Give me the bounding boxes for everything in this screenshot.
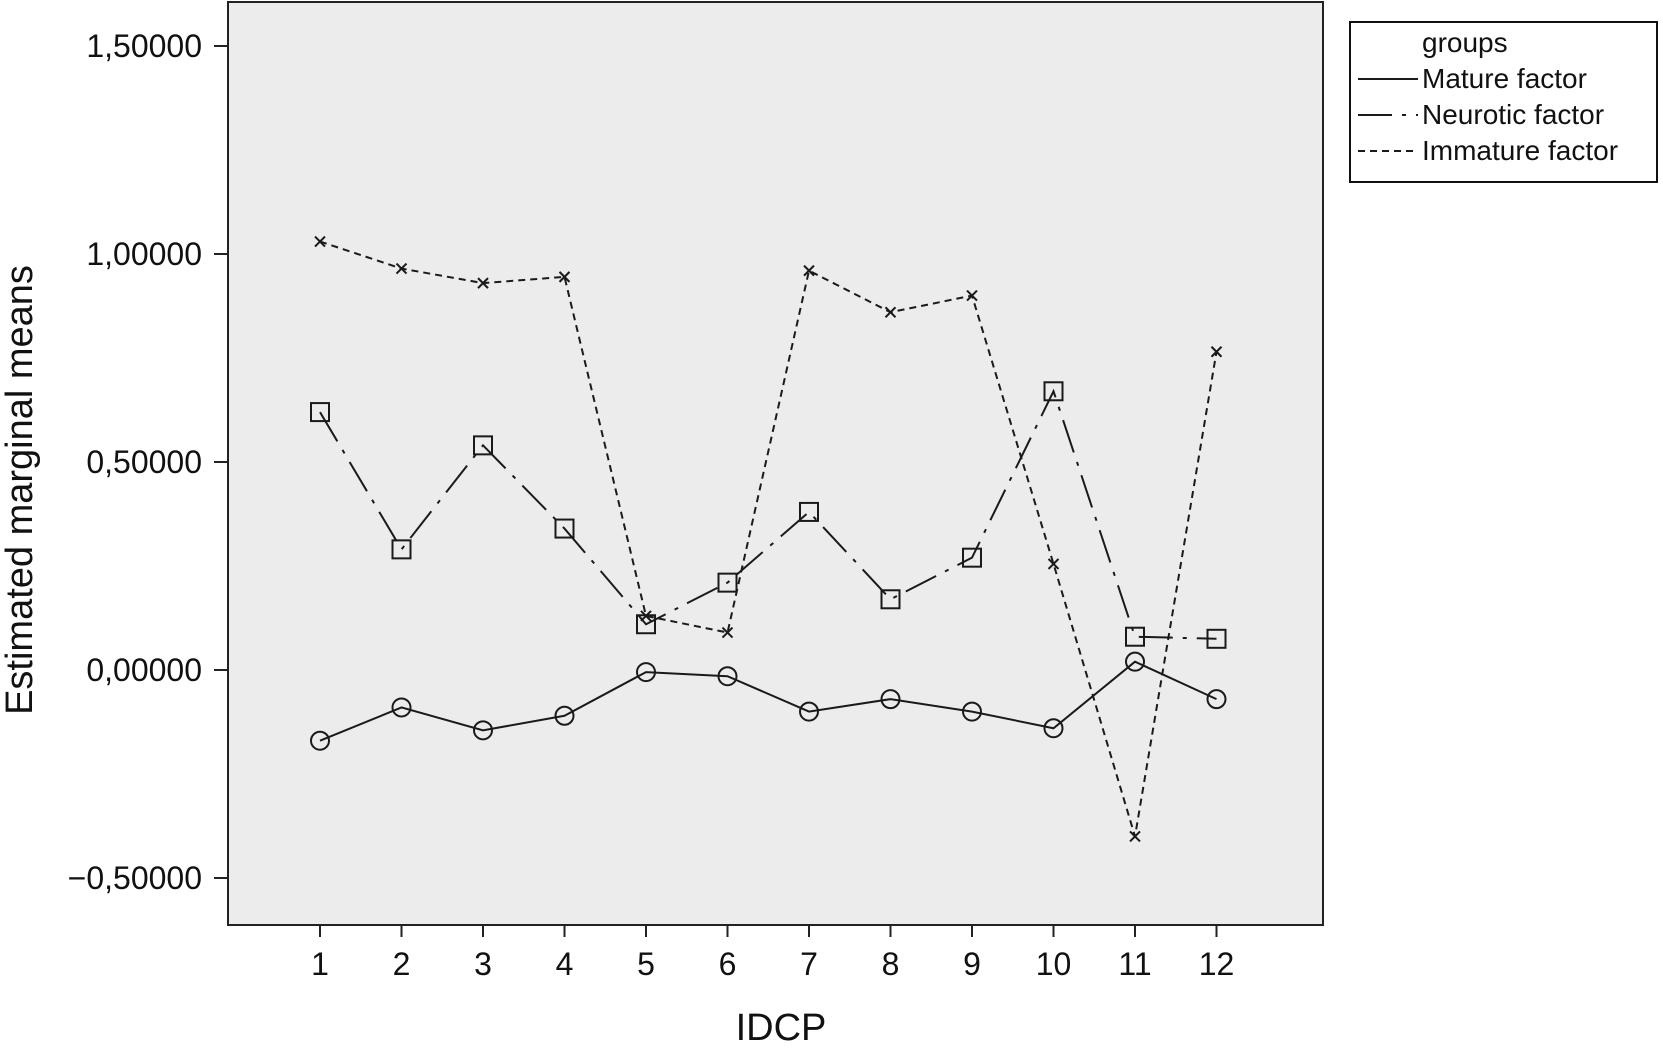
data-point-mature-factor bbox=[962, 701, 982, 722]
data-point-immature-factor bbox=[395, 262, 408, 275]
data-point-immature-factor bbox=[1129, 830, 1141, 843]
series-immature-factor bbox=[314, 235, 1223, 843]
data-point-immature-factor bbox=[966, 289, 978, 302]
series-layer bbox=[310, 235, 1227, 843]
data-point-neurotic-factor bbox=[717, 572, 738, 593]
x-axis: 1 2 3 4 5 6 7 8 9 10 11 12 bbox=[311, 925, 1234, 982]
data-point-immature-factor bbox=[314, 235, 326, 248]
data-point-neurotic-factor bbox=[799, 501, 819, 522]
data-point-immature-factor bbox=[884, 306, 897, 318]
x-tick-label: 11 bbox=[1118, 946, 1151, 982]
x-marker-stroke bbox=[966, 289, 978, 302]
data-point-immature-factor bbox=[558, 271, 571, 283]
legend-label-immature-factor: Immature factor bbox=[1422, 135, 1618, 166]
data-point-mature-factor bbox=[799, 701, 819, 722]
x-tick-label: 2 bbox=[393, 946, 411, 982]
x-marker-stroke bbox=[477, 277, 489, 289]
x-tick-label: 4 bbox=[556, 946, 574, 982]
data-point-mature-factor bbox=[636, 662, 656, 683]
data-point-mature-factor bbox=[310, 730, 330, 751]
data-point-neurotic-factor bbox=[1125, 626, 1145, 647]
x-tick-label: 9 bbox=[963, 946, 981, 982]
data-point-neurotic-factor bbox=[880, 589, 901, 610]
data-point-immature-factor bbox=[640, 610, 652, 622]
x-marker-stroke bbox=[721, 626, 734, 639]
y-axis: −0,50000 0,00000 0,50000 1,00000 1,50000 bbox=[68, 28, 228, 896]
data-point-mature-factor bbox=[391, 697, 412, 718]
series-line-mature-factor bbox=[319, 660, 1217, 742]
y-axis-title: Estimated marginal means bbox=[0, 265, 41, 715]
legend-title: groups bbox=[1422, 27, 1508, 58]
y-tick-label: 0,00000 bbox=[86, 652, 202, 688]
series-mature-factor bbox=[310, 651, 1227, 751]
data-point-neurotic-factor bbox=[1206, 628, 1227, 649]
data-point-neurotic-factor bbox=[391, 539, 412, 560]
legend: groups Mature factor Neurotic factor Immat… bbox=[1349, 21, 1658, 183]
data-point-mature-factor bbox=[1206, 689, 1227, 710]
data-point-immature-factor bbox=[803, 264, 815, 277]
data-point-neurotic-factor bbox=[554, 518, 575, 539]
x-tick-label: 8 bbox=[882, 946, 900, 982]
data-point-neurotic-factor bbox=[310, 402, 330, 423]
series-neurotic-factor bbox=[310, 381, 1227, 649]
x-tick-label: 10 bbox=[1036, 946, 1072, 982]
x-marker-stroke bbox=[884, 306, 897, 318]
legend-label-mature-factor: Mature factor bbox=[1422, 63, 1587, 94]
data-point-immature-factor bbox=[1047, 558, 1060, 570]
data-point-immature-factor bbox=[477, 277, 489, 289]
x-marker-stroke bbox=[803, 264, 815, 277]
data-point-immature-factor bbox=[721, 626, 734, 639]
data-point-neurotic-factor bbox=[1043, 381, 1064, 402]
data-point-mature-factor bbox=[473, 720, 493, 741]
y-tick-label: −0,50000 bbox=[68, 860, 202, 896]
y-tick-label: 0,50000 bbox=[86, 444, 202, 480]
data-point-mature-factor bbox=[717, 666, 738, 687]
plot-area bbox=[227, 1, 1324, 926]
x-tick-label: 7 bbox=[800, 946, 818, 982]
x-marker-stroke bbox=[558, 271, 571, 283]
legend-label-neurotic-factor: Neurotic factor bbox=[1422, 99, 1604, 130]
x-axis-title: IDCP bbox=[736, 1007, 827, 1048]
x-marker-stroke bbox=[640, 610, 652, 622]
x-marker-stroke bbox=[1129, 830, 1141, 843]
data-point-mature-factor bbox=[880, 689, 901, 710]
data-point-mature-factor bbox=[554, 705, 575, 726]
x-tick-label: 12 bbox=[1199, 946, 1235, 982]
x-tick-label: 3 bbox=[474, 946, 492, 982]
x-tick-label: 1 bbox=[311, 946, 329, 982]
data-point-neurotic-factor bbox=[473, 435, 493, 456]
legend-box bbox=[1349, 21, 1658, 183]
series-line-immature-factor bbox=[319, 240, 1218, 837]
series-line-neurotic-factor bbox=[319, 388, 1217, 640]
data-point-neurotic-factor bbox=[962, 547, 982, 568]
y-tick-label: 1,00000 bbox=[86, 236, 202, 272]
x-tick-label: 6 bbox=[719, 946, 737, 982]
x-marker-stroke bbox=[395, 262, 408, 275]
x-marker-stroke bbox=[314, 235, 326, 248]
y-tick-label: 1,50000 bbox=[86, 28, 202, 64]
x-tick-label: 5 bbox=[637, 946, 655, 982]
data-point-immature-factor bbox=[1210, 346, 1223, 358]
x-marker-stroke bbox=[1210, 346, 1223, 358]
data-point-mature-factor bbox=[1125, 651, 1145, 672]
data-point-mature-factor bbox=[1043, 718, 1064, 739]
x-marker-stroke bbox=[1047, 558, 1060, 570]
